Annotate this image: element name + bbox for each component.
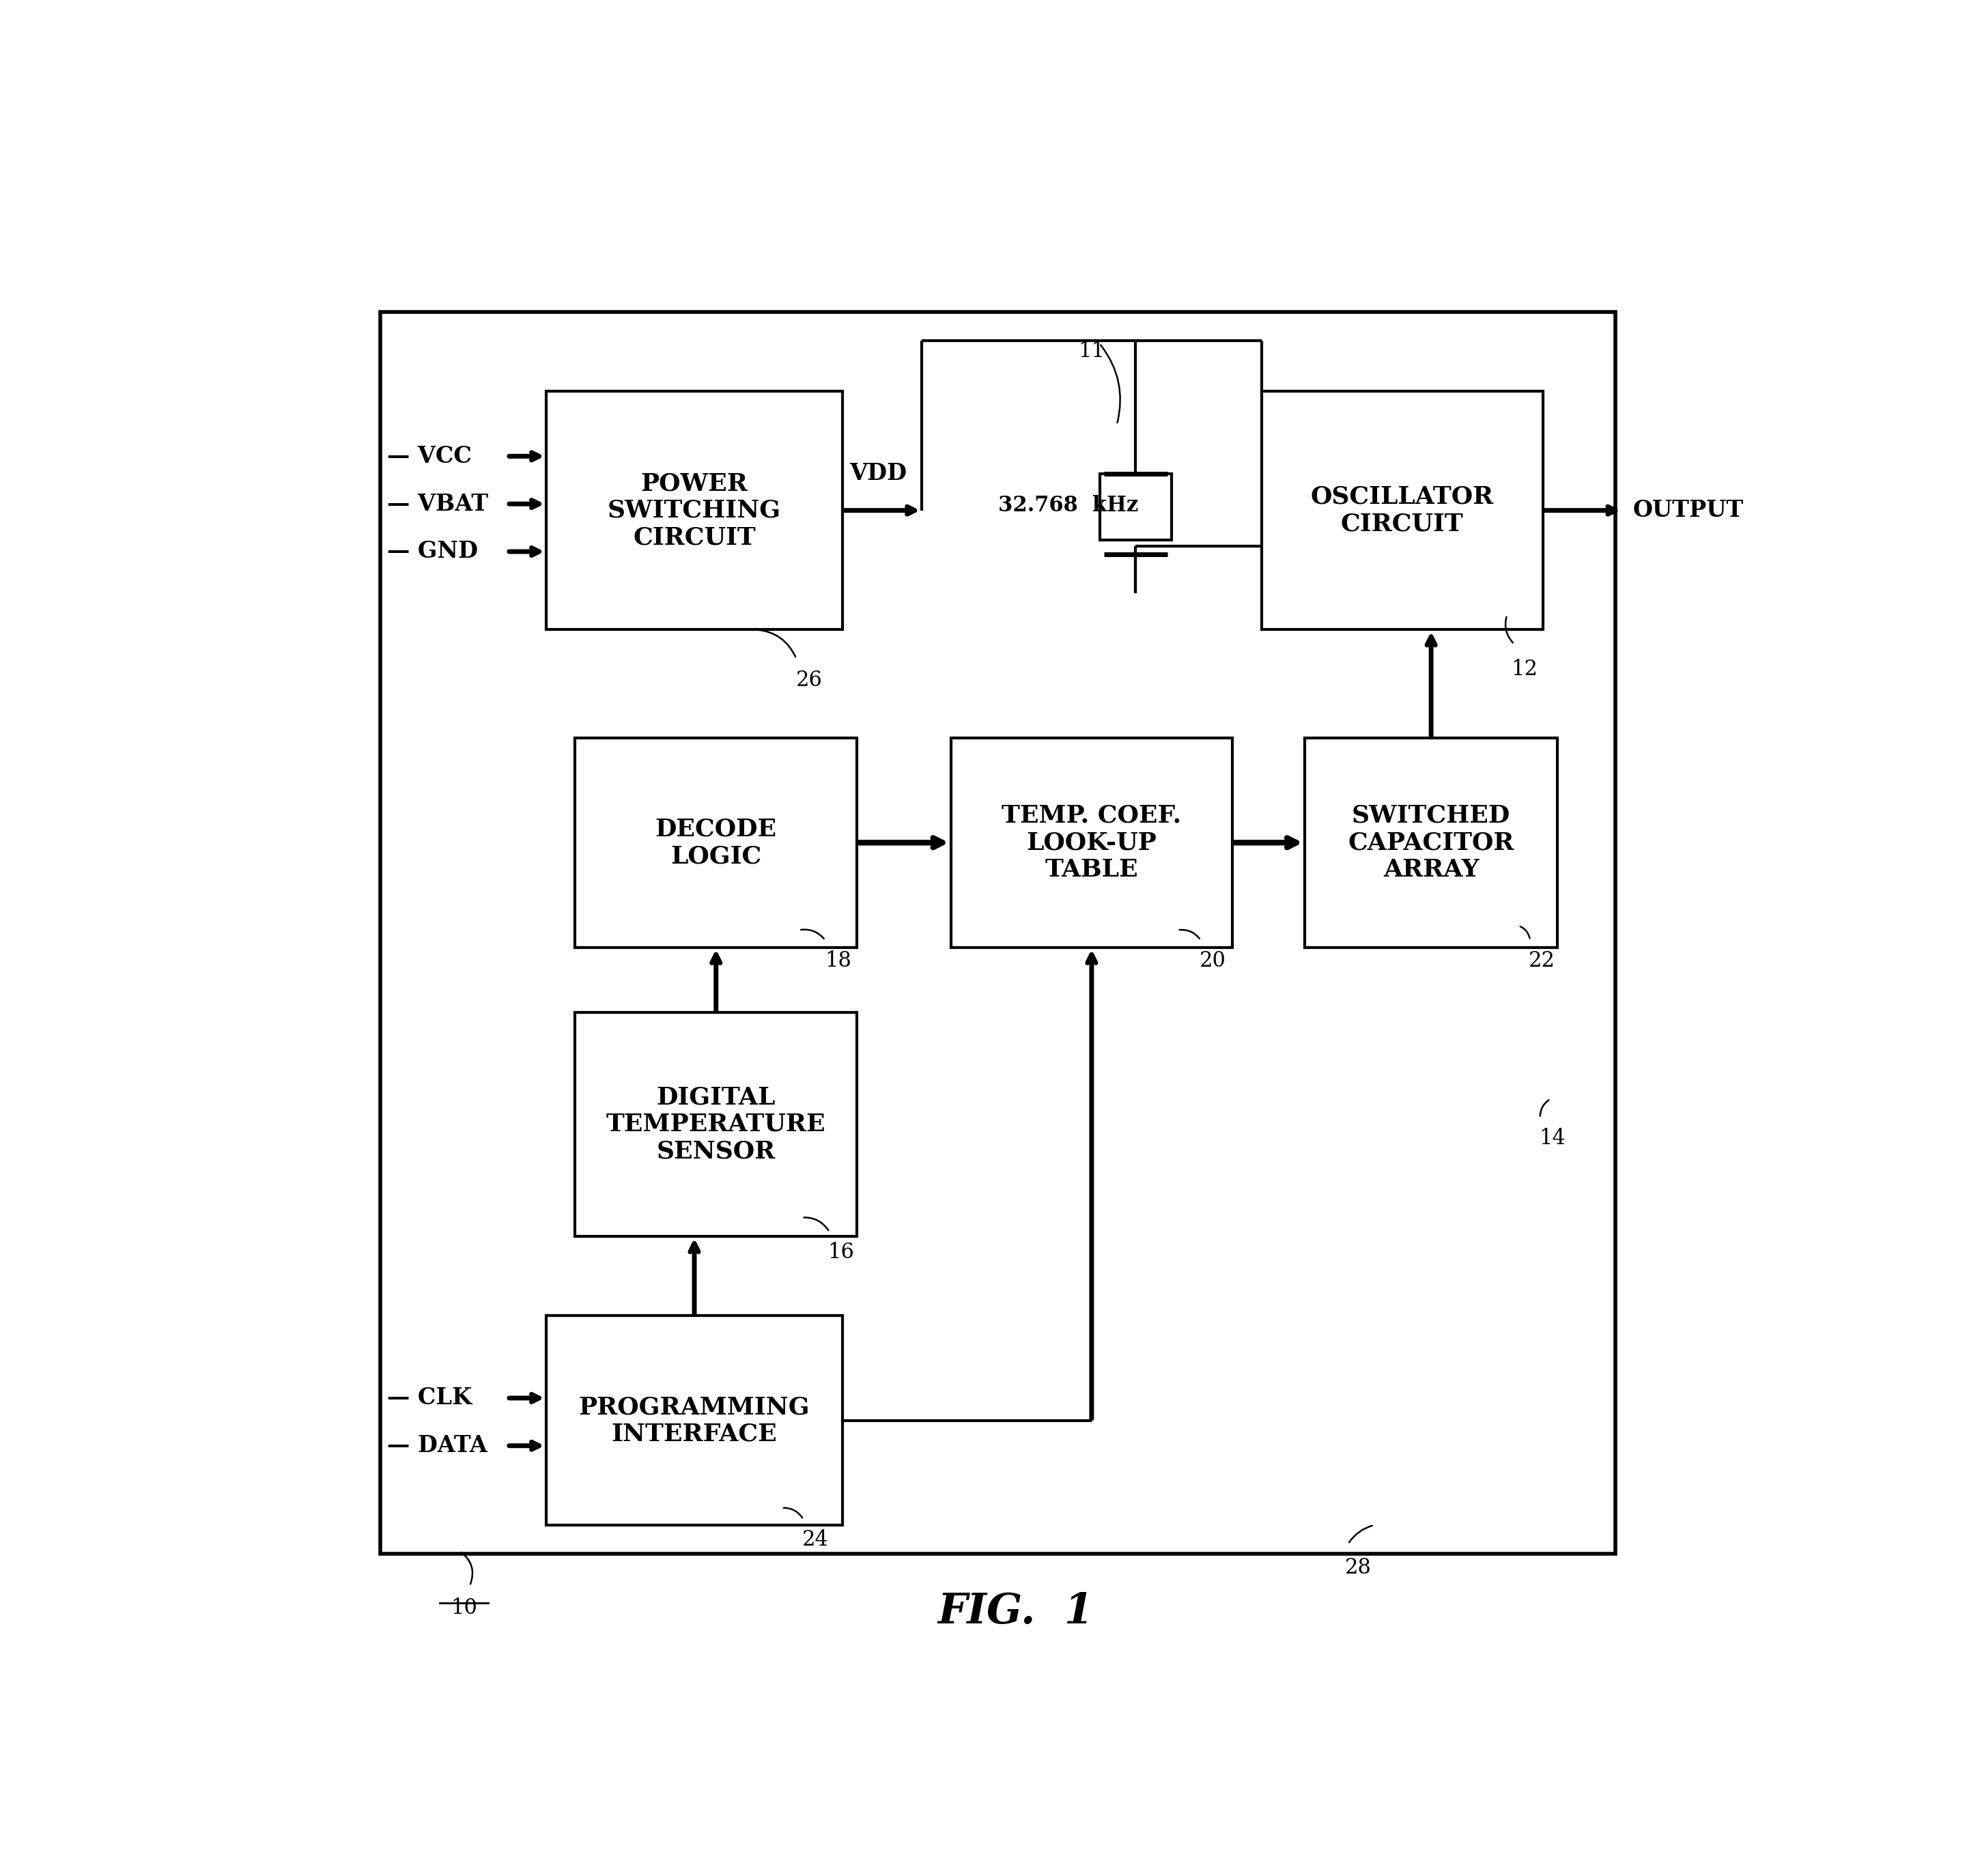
Text: 18: 18 — [825, 951, 852, 972]
Text: 12: 12 — [1512, 658, 1538, 679]
Bar — [951, 737, 1233, 947]
FancyArrowPatch shape — [1520, 927, 1530, 938]
Text: TEMP. COEF.
LOOK-UP
TABLE: TEMP. COEF. LOOK-UP TABLE — [1001, 805, 1181, 882]
Text: OUTPUT: OUTPUT — [1633, 499, 1744, 522]
Text: — GND: — GND — [386, 540, 478, 563]
Bar — [381, 311, 1615, 1553]
FancyArrowPatch shape — [801, 930, 825, 938]
Text: VDD: VDD — [850, 461, 908, 484]
Text: 26: 26 — [797, 670, 823, 690]
FancyArrowPatch shape — [757, 630, 795, 657]
Text: SWITCHED
CAPACITOR
ARRAY: SWITCHED CAPACITOR ARRAY — [1348, 805, 1514, 882]
Bar — [1304, 737, 1558, 947]
Text: — DATA: — DATA — [386, 1435, 488, 1458]
Bar — [1261, 392, 1544, 630]
Text: 10: 10 — [450, 1598, 478, 1619]
Bar — [1100, 473, 1171, 540]
Text: — VCC: — VCC — [386, 445, 472, 467]
Bar — [438, 341, 1580, 658]
Text: 20: 20 — [1199, 951, 1225, 972]
Text: OSCILLATOR
CIRCUIT: OSCILLATOR CIRCUIT — [1310, 486, 1494, 535]
FancyArrowPatch shape — [783, 1508, 803, 1518]
Bar — [575, 1013, 856, 1236]
Text: 24: 24 — [803, 1529, 828, 1551]
Text: 16: 16 — [828, 1242, 854, 1263]
Bar — [517, 687, 1580, 1135]
FancyArrowPatch shape — [1179, 930, 1199, 938]
Text: 28: 28 — [1346, 1557, 1372, 1578]
FancyArrowPatch shape — [805, 1218, 828, 1231]
Text: 14: 14 — [1538, 1127, 1566, 1150]
Text: 32.768  kHz: 32.768 kHz — [999, 495, 1138, 516]
Bar — [547, 1315, 842, 1525]
Bar — [575, 737, 856, 947]
Text: 22: 22 — [1528, 951, 1556, 972]
Text: DIGITAL
TEMPERATURE
SENSOR: DIGITAL TEMPERATURE SENSOR — [606, 1086, 826, 1163]
Text: — VBAT: — VBAT — [386, 493, 488, 516]
Text: POWER
SWITCHING
CIRCUIT: POWER SWITCHING CIRCUIT — [608, 473, 781, 550]
FancyArrowPatch shape — [1100, 345, 1120, 422]
FancyArrowPatch shape — [462, 1551, 472, 1583]
Text: 11: 11 — [1078, 341, 1104, 362]
FancyArrowPatch shape — [1540, 1099, 1548, 1116]
Bar — [547, 392, 842, 630]
FancyArrowPatch shape — [1350, 1525, 1372, 1542]
Text: FIG.  1: FIG. 1 — [937, 1591, 1094, 1632]
Text: DECODE
LOGIC: DECODE LOGIC — [656, 818, 777, 869]
FancyArrowPatch shape — [1506, 617, 1512, 643]
Text: — CLK: — CLK — [386, 1386, 472, 1409]
Text: PROGRAMMING
INTERFACE: PROGRAMMING INTERFACE — [579, 1396, 811, 1446]
